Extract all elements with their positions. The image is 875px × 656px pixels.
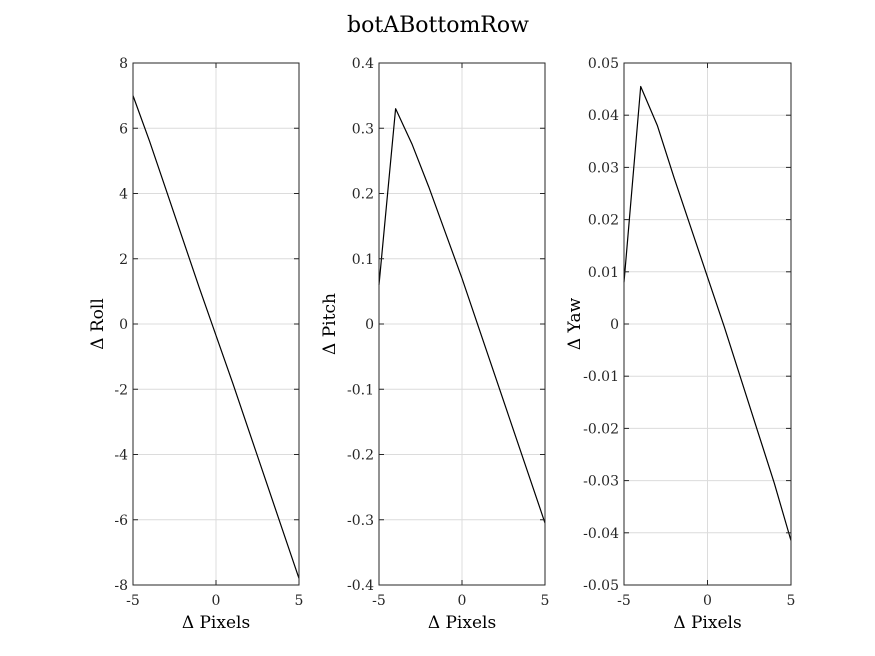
ytick-label: -0.02 [583,421,619,437]
ytick-label: -0.3 [347,513,374,529]
series-line-pitch [378,108,546,524]
ytick-label: -2 [114,382,128,398]
xtick-label: 5 [541,593,550,609]
ytick-label: 0.3 [352,121,374,137]
xtick-label: 5 [295,593,304,609]
ytick-label: 6 [119,121,128,137]
ytick-label: 0.04 [588,108,619,124]
x-axis-label: Δ Pixels [673,613,741,633]
ytick-label: 0 [365,317,374,333]
ytick-label: -0.4 [347,578,374,594]
y-axis-label: Δ Yaw [565,297,585,350]
ytick-label: -0.03 [583,474,619,490]
panel-roll: -8 -6 -4 -2 0 2 4 6 8 -5 0 5 Δ Pixels Δ Roll [88,56,303,633]
xtick-label: -5 [372,593,386,609]
ytick-label: 0.03 [588,160,619,176]
ytick-label: -6 [114,513,128,529]
ytick-label: 0.05 [588,56,619,72]
ytick-label: -4 [114,448,128,464]
ytick-label: 0.4 [352,56,374,72]
xtick-label: 0 [703,593,712,609]
xtick-label: 5 [787,593,796,609]
x-axis-label: Δ Pixels [428,613,496,633]
ytick-label: -0.04 [583,526,619,542]
series-line-roll [132,95,300,579]
ytick-label: -0.05 [583,578,619,594]
xtick-label: -5 [617,593,631,609]
panel-pitch: -0.4 -0.3 -0.2 -0.1 0 0.1 0.2 0.3 0.4 -5 0 5 Δ Pixel… [320,56,549,633]
ytick-label: 0.1 [352,252,374,268]
y-axis-label: Δ Roll [88,298,108,350]
ytick-label: 0 [610,317,619,333]
xtick-label: 0 [212,593,221,609]
xtick-label: 0 [458,593,467,609]
ytick-label: 0.01 [588,265,619,281]
ytick-label: 0 [119,317,128,333]
ytick-label: 0.02 [588,213,619,229]
ytick-label: -0.1 [347,382,374,398]
ytick-label: -0.2 [347,448,374,464]
chart-title: botABottomRow [347,13,529,38]
y-axis-label: Δ Pitch [320,293,340,355]
xtick-label: -5 [126,593,140,609]
ytick-label: 0.2 [352,187,374,203]
ytick-label: 4 [119,187,128,203]
ytick-label: -8 [114,578,128,594]
series-line-yaw [623,85,792,541]
ytick-label: -0.01 [583,369,619,385]
panel-yaw: -0.05 -0.04 -0.03 -0.02 -0.01 0 0.01 0.02 0.03 0.… [565,56,795,633]
ytick-label: 8 [119,56,128,72]
ytick-label: 2 [119,252,128,268]
x-axis-label: Δ Pixels [182,613,250,633]
